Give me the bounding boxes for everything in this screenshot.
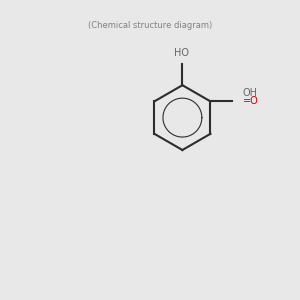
Text: =O: =O bbox=[243, 96, 259, 106]
Text: HO: HO bbox=[174, 47, 189, 58]
Text: OH: OH bbox=[243, 88, 258, 98]
Text: (Chemical structure diagram): (Chemical structure diagram) bbox=[88, 22, 212, 31]
